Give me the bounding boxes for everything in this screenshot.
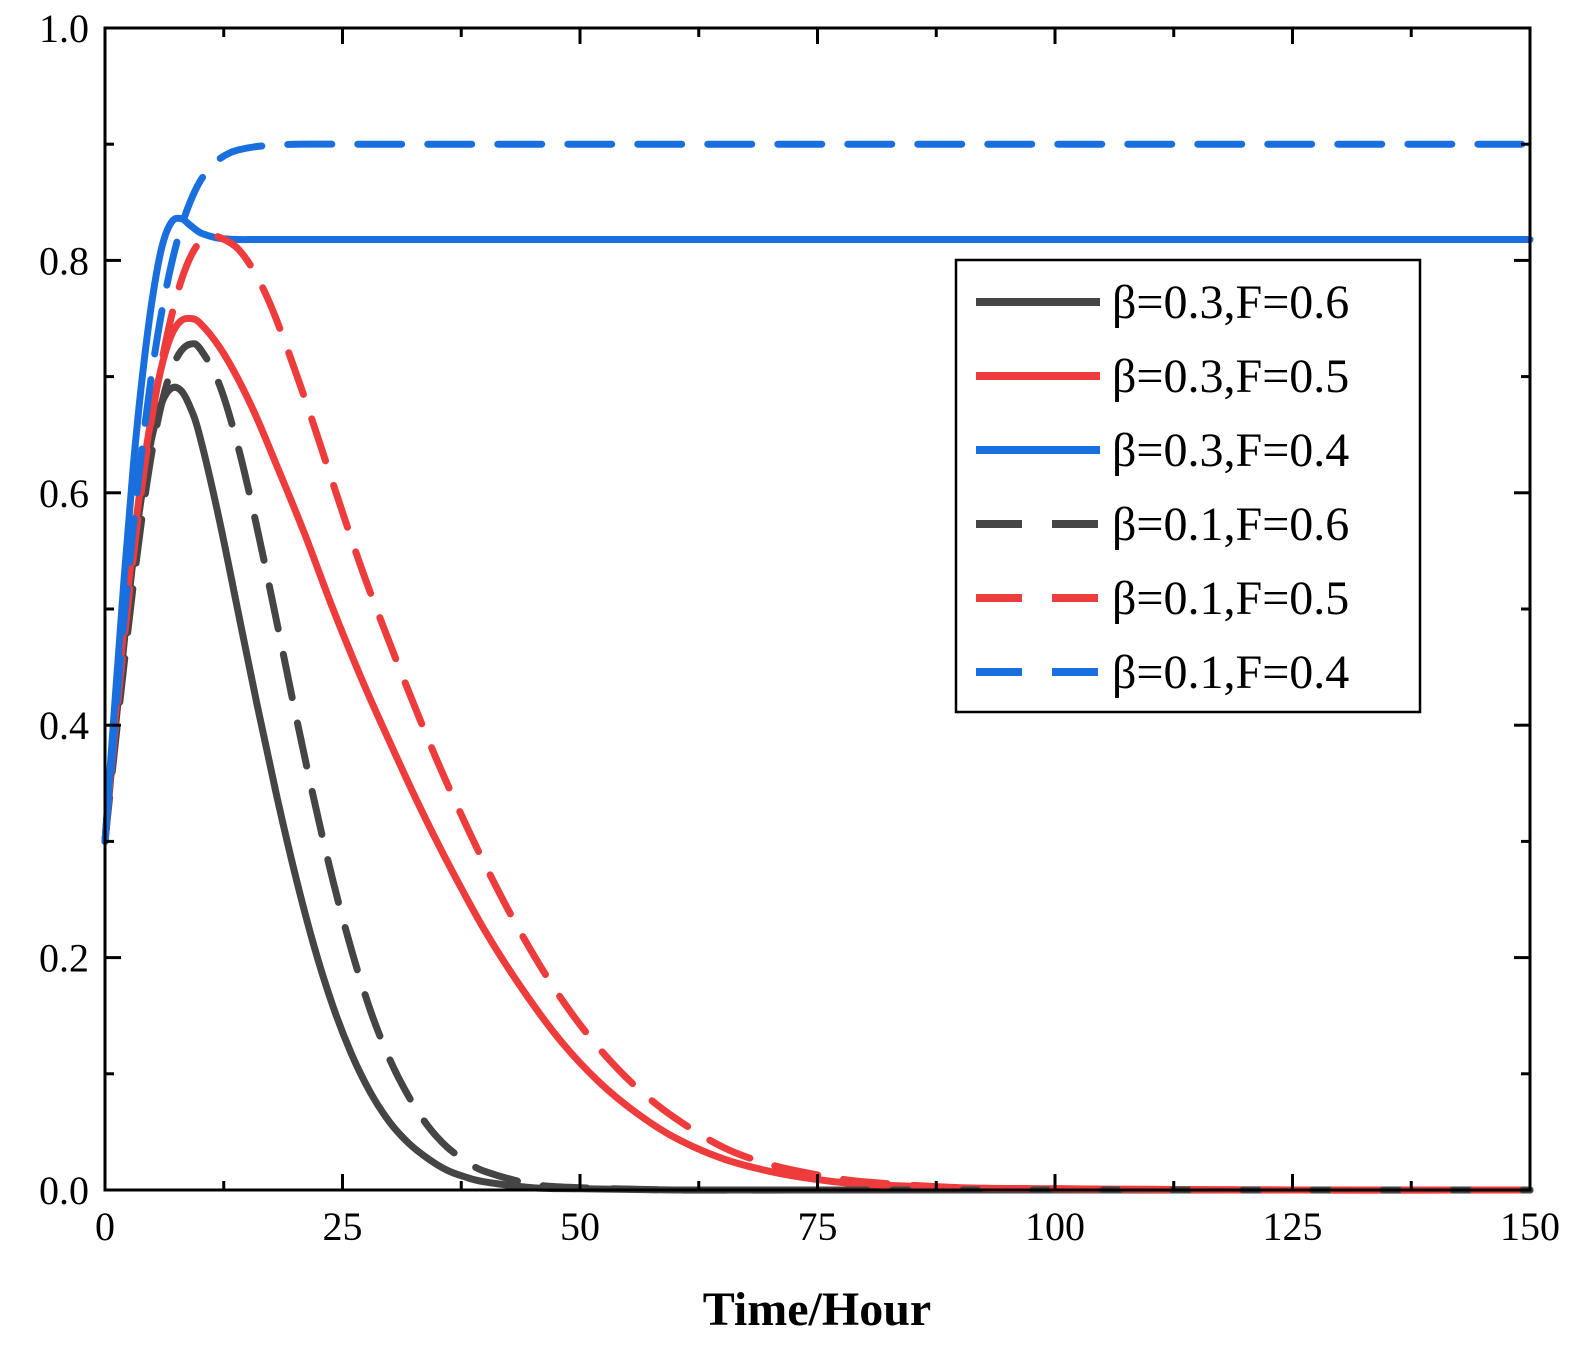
y-tick-label: 0.6 — [39, 471, 89, 516]
x-tick-label: 50 — [560, 1204, 600, 1249]
y-tick-label: 0.0 — [39, 1168, 89, 1213]
legend-entry-label: β=0.3,F=0.6 — [1112, 276, 1349, 329]
y-tick-label: 0.8 — [39, 238, 89, 283]
x-tick-label: 75 — [798, 1204, 838, 1249]
x-tick-label: 25 — [323, 1204, 363, 1249]
x-axis-title: Time/Hour — [703, 1283, 931, 1336]
x-tick-label: 100 — [1025, 1204, 1085, 1249]
series-line-5 — [101, 231, 1534, 1194]
axes: 0 25 50 75 100 125 150 0.0 0.2 0.4 0.6 0.8 1.0 — [39, 6, 1560, 1249]
legend-entry-label: β=0.3,F=0.5 — [1112, 350, 1349, 403]
x-tick-label: 125 — [1263, 1204, 1323, 1249]
legend-box — [954, 258, 1422, 714]
y-tick-label: 0.2 — [39, 936, 89, 981]
y-tick-label: 0.4 — [39, 703, 89, 748]
legend-entry-label: β=0.3,F=0.4 — [1112, 424, 1349, 477]
legend-entry-label: β=0.1,F=0.4 — [1112, 646, 1349, 699]
legend-entry-label: β=0.1,F=0.6 — [1112, 498, 1349, 551]
series-line-6 — [101, 140, 1534, 845]
y-tick-label: 1.0 — [39, 6, 89, 51]
x-tick-label: 0 — [95, 1204, 115, 1249]
x-tick-label: 150 — [1500, 1204, 1560, 1249]
legend-entry-label: β=0.1,F=0.5 — [1112, 572, 1349, 625]
series-line-4 — [101, 340, 1534, 1194]
legend: β=0.3,F=0.6 β=0.3,F=0.5 β=0.3,F=0.4 β=0.1,F… — [954, 258, 1422, 714]
